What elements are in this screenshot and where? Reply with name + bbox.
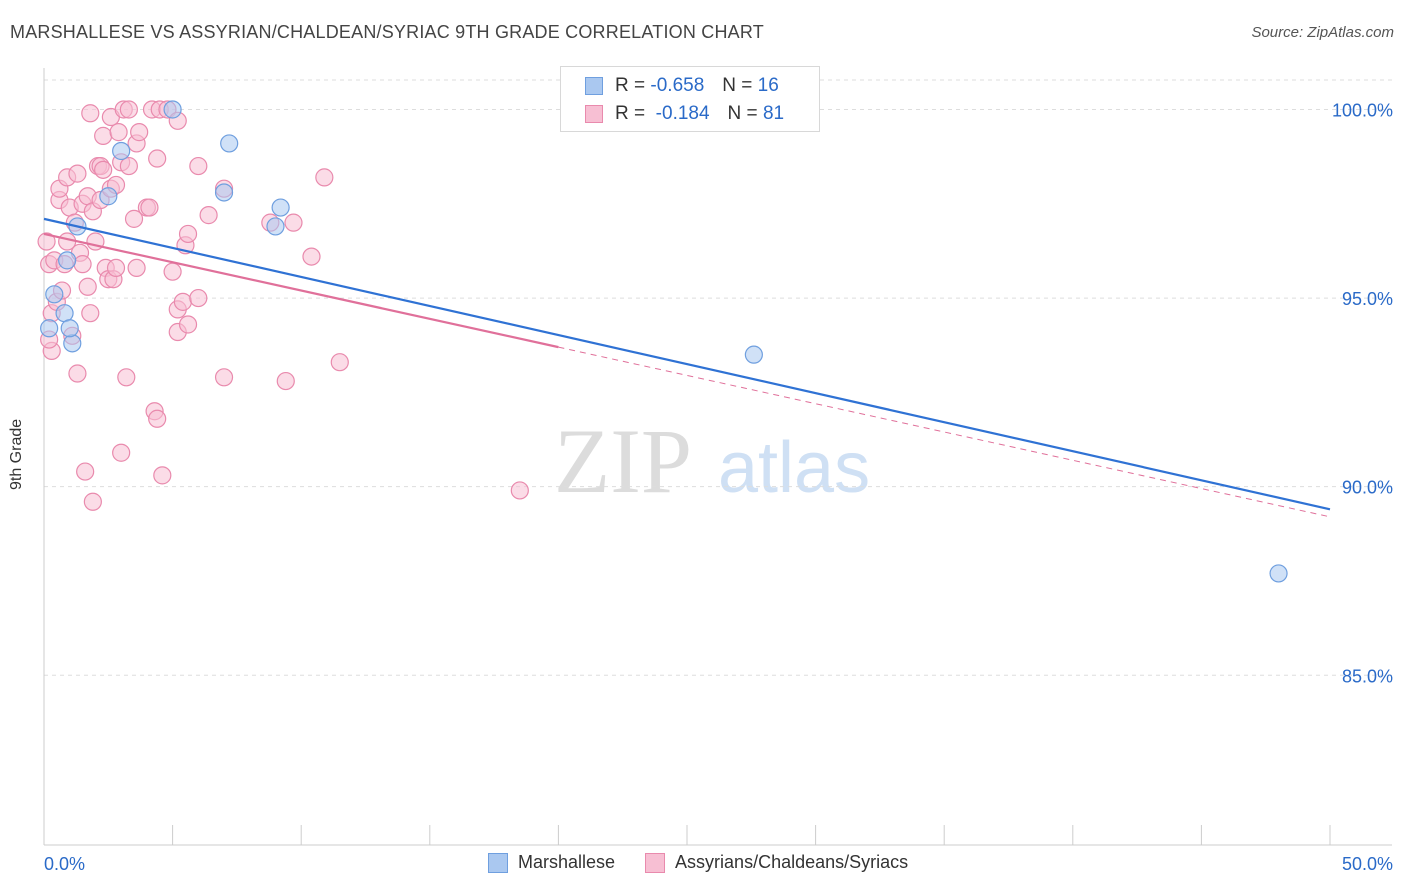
data-point bbox=[40, 319, 59, 338]
data-point bbox=[81, 104, 100, 123]
data-point bbox=[81, 304, 100, 323]
legend-n-value: 81 bbox=[762, 103, 785, 124]
data-point bbox=[112, 141, 131, 161]
y-tick-label: 100.0% bbox=[1332, 100, 1393, 120]
data-point bbox=[73, 255, 92, 274]
data-point bbox=[117, 368, 136, 387]
data-point bbox=[60, 319, 79, 338]
data-point bbox=[106, 258, 126, 278]
data-point bbox=[199, 206, 218, 225]
data-point bbox=[76, 462, 95, 481]
data-point bbox=[127, 258, 146, 278]
y-tick-label: 95.0% bbox=[1342, 289, 1393, 309]
legend-n-label: N = bbox=[727, 103, 758, 124]
legend-r-label: R = bbox=[615, 75, 646, 96]
data-point bbox=[83, 492, 102, 511]
data-point bbox=[163, 100, 182, 119]
data-point bbox=[63, 334, 82, 353]
data-point bbox=[78, 277, 97, 296]
data-point bbox=[112, 443, 131, 462]
data-point bbox=[315, 168, 334, 187]
data-point bbox=[173, 292, 192, 311]
tick-labels: 85.0% 90.0% 95.0% 100.0% 0.0% 50.0% bbox=[44, 100, 1393, 874]
legend-swatch-assyrians bbox=[645, 852, 666, 873]
bottom-legend: Marshallese Assyrians/Chaldeans/Syriacs bbox=[488, 852, 938, 873]
data-point bbox=[153, 466, 172, 485]
trend-line-assyrians bbox=[43, 232, 559, 349]
grid-lines bbox=[44, 79, 1392, 676]
data-point bbox=[302, 247, 321, 266]
data-point bbox=[271, 198, 290, 217]
y-tick-label: 85.0% bbox=[1342, 666, 1393, 686]
chart-title: MARSHALLESE VS ASSYRIAN/CHALDEAN/SYRIAC … bbox=[10, 22, 764, 42]
watermark-zip: ZIP bbox=[554, 410, 692, 512]
legend-row-marshallese: R = -0.658 N = 16 bbox=[585, 75, 779, 97]
legend-row-assyrians: R = -0.184 N = 81 bbox=[585, 103, 784, 125]
data-point bbox=[266, 217, 285, 236]
data-point bbox=[124, 209, 144, 228]
data-point bbox=[45, 285, 64, 304]
data-point bbox=[178, 315, 198, 334]
data-point bbox=[189, 288, 208, 308]
data-point bbox=[163, 262, 182, 281]
legend: R = -0.658 N = 16 R = -0.184 N = 81 bbox=[560, 66, 820, 132]
data-point bbox=[276, 371, 295, 391]
data-point bbox=[1269, 564, 1288, 583]
data-point bbox=[214, 183, 234, 202]
axes bbox=[43, 68, 1392, 846]
legend-swatch-marshallese bbox=[488, 852, 508, 873]
bottom-legend-item-assyrians[interactable]: Assyrians/Chaldeans/Syriacs bbox=[645, 852, 908, 873]
data-point bbox=[140, 198, 159, 217]
y-tick-label: 90.0% bbox=[1342, 478, 1393, 498]
data-point bbox=[130, 123, 149, 142]
data-point bbox=[109, 123, 128, 142]
legend-label: Assyrians/Chaldeans/Syriacs bbox=[675, 852, 909, 872]
data-point bbox=[119, 156, 138, 176]
x-tick-label: 50.0% bbox=[1342, 854, 1393, 874]
data-point bbox=[119, 100, 138, 119]
data-point bbox=[189, 156, 208, 176]
data-point bbox=[284, 213, 303, 232]
data-point bbox=[148, 149, 167, 168]
data-point bbox=[94, 126, 113, 145]
legend-r-value: -0.658 bbox=[650, 75, 705, 96]
data-point bbox=[148, 409, 167, 428]
watermark-atlas: atlas bbox=[718, 428, 870, 508]
data-point bbox=[68, 164, 87, 183]
data-point bbox=[744, 345, 763, 364]
source-label: Source: ZipAtlas.com bbox=[1251, 24, 1394, 41]
legend-r-label: R = bbox=[615, 103, 646, 124]
data-point bbox=[99, 187, 118, 206]
data-point bbox=[510, 481, 529, 500]
legend-n-label: N = bbox=[722, 75, 753, 96]
trend-line-marshallese bbox=[43, 217, 1331, 511]
legend-r-value: -0.184 bbox=[655, 103, 710, 124]
legend-n-value: 16 bbox=[757, 75, 779, 96]
data-point bbox=[37, 232, 56, 251]
data-point bbox=[55, 304, 74, 323]
data-point bbox=[58, 251, 77, 270]
data-points bbox=[37, 100, 1288, 583]
data-point bbox=[214, 368, 234, 387]
legend-label: Marshallese bbox=[518, 852, 616, 872]
data-point bbox=[94, 160, 113, 179]
bottom-legend-item-marshallese[interactable]: Marshallese bbox=[488, 852, 615, 873]
legend-swatch-assyrians bbox=[585, 105, 603, 123]
data-point bbox=[220, 134, 239, 153]
x-tick-label: 0.0% bbox=[44, 854, 85, 874]
data-point bbox=[178, 224, 198, 244]
data-point bbox=[68, 364, 87, 383]
data-point bbox=[330, 353, 349, 372]
trend-lines bbox=[43, 217, 1331, 518]
legend-swatch-marshallese bbox=[585, 77, 603, 95]
